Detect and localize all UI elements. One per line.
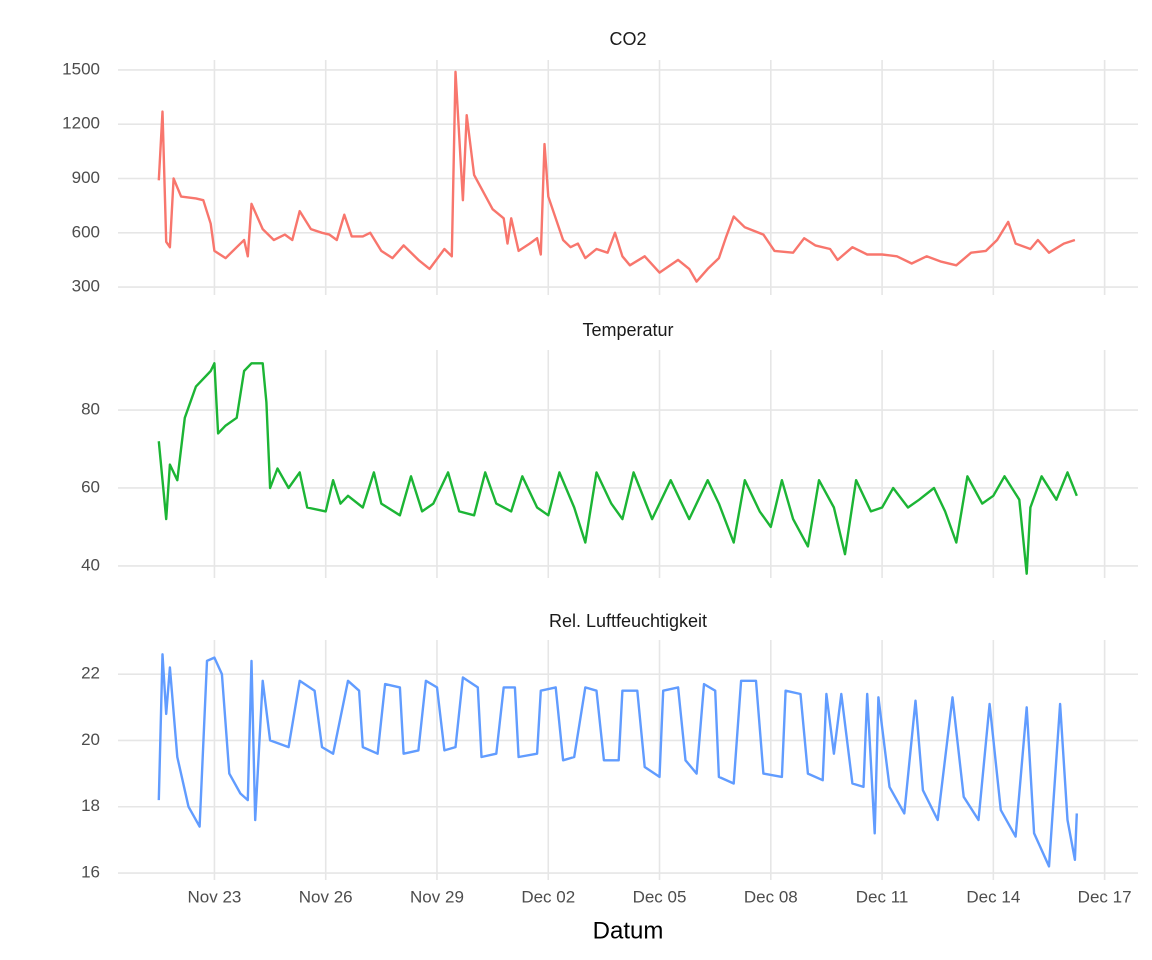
- y-tick-label: 16: [81, 863, 100, 882]
- y-tick-label: 300: [72, 277, 100, 296]
- x-tick-label: Nov 29: [410, 887, 464, 906]
- y-tick-label: 40: [81, 555, 100, 574]
- x-axis-title: Datum: [593, 917, 664, 944]
- panel-title: CO2: [609, 29, 646, 49]
- x-tick-label: Nov 23: [187, 887, 241, 906]
- y-tick-label: 1500: [62, 59, 100, 78]
- x-tick-label: Dec 14: [966, 887, 1020, 906]
- y-tick-label: 1200: [62, 114, 100, 133]
- x-tick-label: Dec 08: [744, 887, 798, 906]
- panel-title: Temperatur: [582, 320, 673, 340]
- x-tick-label: Dec 02: [521, 887, 575, 906]
- y-tick-label: 600: [72, 222, 100, 241]
- y-tick-label: 20: [81, 730, 100, 749]
- y-tick-label: 80: [81, 400, 100, 419]
- y-tick-label: 22: [81, 664, 100, 683]
- x-tick-label: Dec 17: [1078, 887, 1132, 906]
- data-line: [157, 362, 1078, 575]
- data-line: [157, 653, 1078, 868]
- x-tick-label: Dec 11: [856, 887, 909, 906]
- y-tick-label: 60: [81, 477, 100, 496]
- y-tick-label: 900: [72, 168, 100, 187]
- data-line: [157, 70, 1076, 283]
- x-tick-label: Dec 05: [633, 887, 687, 906]
- y-tick-label: 18: [81, 796, 100, 815]
- x-tick-label: Nov 26: [299, 887, 353, 906]
- panel-title: Rel. Luftfeuchtigkeit: [549, 611, 707, 631]
